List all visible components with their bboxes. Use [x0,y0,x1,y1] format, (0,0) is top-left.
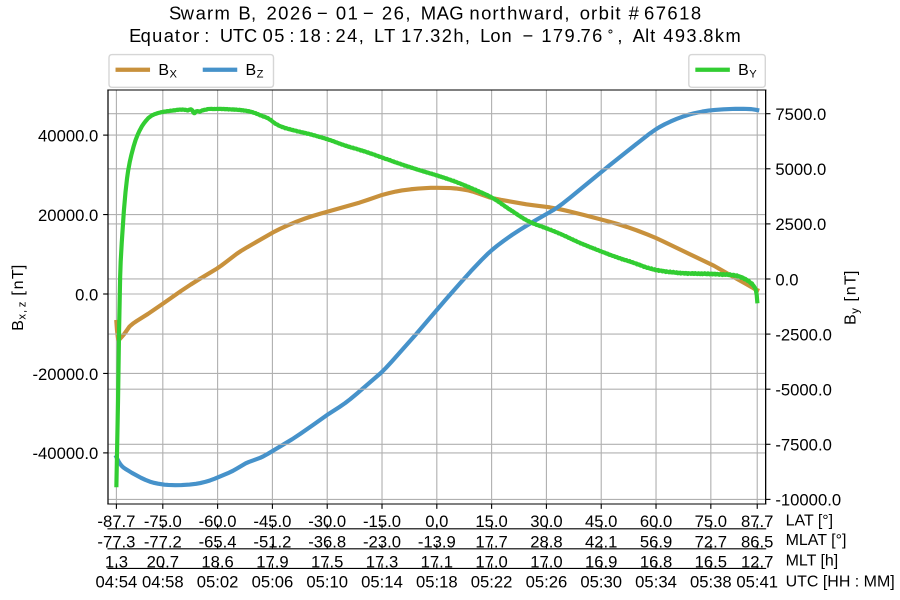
svg-text:17.1: 17.1 [421,553,453,572]
svg-text:17.9: 17.9 [256,553,288,572]
svg-text:B [ n: B [ n T ] x , z [3,259,31,331]
svg-text:0.0: 0.0 [75,285,98,304]
svg-text:-51.2: -51.2 [253,532,291,551]
svg-text:04:58: 04:58 [142,573,184,592]
svg-text:42.1: 42.1 [585,532,617,551]
svg-text:16.5: 16.5 [695,553,727,572]
svg-text:56.9: 56.9 [640,532,672,551]
svg-text:LAT [°]: LAT [°] [786,513,834,530]
svg-text:5000.0: 5000.0 [775,160,826,179]
svg-text:-2500.0: -2500.0 [775,325,832,344]
svg-text:-23.0: -23.0 [363,532,401,551]
svg-text:40000.0: 40000.0 [38,126,98,145]
svg-text:17.3: 17.3 [366,553,398,572]
svg-text:B Y: B Y [738,55,757,81]
svg-text:05:26: 05:26 [526,573,568,592]
svg-text:05:06: 05:06 [252,573,294,592]
svg-text:S w a r m: S w a r m B , 2 0 2 6 − 0 1 − 2 6 , M A … [169,0,701,24]
svg-text:-10000.0: -10000.0 [775,491,841,510]
svg-text:87.7: 87.7 [741,512,773,531]
svg-text:28.8: 28.8 [530,532,562,551]
svg-text:60.0: 60.0 [640,512,672,531]
svg-text:UTC [HH : MM]: UTC [HH : MM] [786,574,895,591]
svg-text:7500.0: 7500.0 [775,105,826,124]
svg-text:-77.2: -77.2 [144,532,182,551]
svg-text:05:02: 05:02 [197,573,239,592]
svg-text:04:54: 04:54 [96,573,138,592]
svg-text:-13.9: -13.9 [418,532,456,551]
svg-text:0.0: 0.0 [775,270,798,289]
svg-text:05:18: 05:18 [416,573,458,592]
svg-text:05:38: 05:38 [690,573,732,592]
svg-text:05:30: 05:30 [580,573,622,592]
svg-text:17.0: 17.0 [475,553,507,572]
svg-text:45.0: 45.0 [585,512,617,531]
svg-text:12.7: 12.7 [741,553,773,572]
svg-text:1.3: 1.3 [105,553,128,572]
svg-text:15.0: 15.0 [475,512,507,531]
svg-text:05:34: 05:34 [635,573,677,592]
svg-text:0.0: 0.0 [425,512,448,531]
svg-text:72.7: 72.7 [695,532,727,551]
svg-text:05:41: 05:41 [736,573,778,592]
svg-text:-36.8: -36.8 [308,532,346,551]
svg-text:86.5: 86.5 [741,532,773,551]
svg-text:75.0: 75.0 [695,512,727,531]
svg-text:-45.0: -45.0 [253,512,291,531]
svg-text:05:22: 05:22 [471,573,513,592]
svg-text:-65.4: -65.4 [199,532,237,551]
svg-text:E q u a t: E q u a t o r : U T C 0 5 : 1 8 : 2 4 , … [129,22,746,47]
svg-text:17.0: 17.0 [530,553,562,572]
svg-text:-7500.0: -7500.0 [775,436,832,455]
svg-text:B X: B X [158,55,177,81]
svg-text:05:10: 05:10 [306,573,348,592]
svg-text:30.0: 30.0 [530,512,562,531]
svg-text:MLT [h]: MLT [h] [786,553,839,570]
svg-text:2500.0: 2500.0 [775,215,826,234]
svg-text:20.7: 20.7 [147,553,179,572]
svg-text:17.5: 17.5 [311,553,343,572]
svg-text:-30.0: -30.0 [308,512,346,531]
svg-text:16.9: 16.9 [585,553,617,572]
svg-text:-75.0: -75.0 [144,512,182,531]
svg-text:-60.0: -60.0 [199,512,237,531]
svg-text:-15.0: -15.0 [363,512,401,531]
svg-text:-87.7: -87.7 [97,512,135,531]
svg-text:18.6: 18.6 [201,553,233,572]
svg-text:-77.3: -77.3 [97,532,135,551]
svg-text:MLAT [°]: MLAT [°] [786,532,847,549]
svg-text:20000.0: 20000.0 [38,206,98,225]
svg-text:05:14: 05:14 [361,573,403,592]
svg-text:-5000.0: -5000.0 [775,381,832,400]
svg-text:-20000.0: -20000.0 [33,365,99,384]
svg-text:B Z: B Z [246,55,264,81]
svg-text:17.7: 17.7 [475,532,507,551]
svg-text:B [ n: B [ n T ] y [836,265,862,325]
svg-text:-40000.0: -40000.0 [33,444,99,463]
svg-text:16.8: 16.8 [640,553,672,572]
